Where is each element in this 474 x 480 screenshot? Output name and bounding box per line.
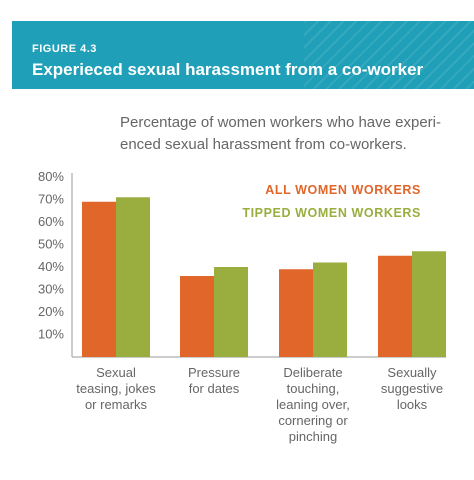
figure-title: Experieced sexual harassment from a co-w… [32,60,424,79]
legend-entry: TIPPED WOMEN WORKERS [242,206,421,220]
y-tick-label: 80% [38,169,64,184]
bar-tipped-women-3 [412,251,446,357]
x-category-label: for dates [189,381,240,396]
x-category-label: Sexually [387,365,437,380]
x-category-label: or remarks [85,397,148,412]
bar-all-women-2 [279,269,313,357]
chart-subtitle-line-2: enced sexual harassment from co-workers. [120,136,407,153]
bar-all-women-1 [180,276,214,357]
y-tick-label: 20% [38,304,64,319]
y-tick-label: 70% [38,192,64,207]
figure-banner: FIGURE 4.3 Experieced sexual harassment … [12,21,474,89]
bar-tipped-women-1 [214,267,248,357]
bar-all-women-0 [82,201,116,357]
x-category-label: touching, [287,381,340,396]
bar-tipped-women-2 [313,262,347,357]
banner-pattern [304,21,474,89]
legend-entry: ALL WOMEN WORKERS [265,183,421,197]
x-category-label: leaning over, [276,397,350,412]
x-category-label: teasing, jokes [76,381,156,396]
bar-all-women-3 [378,255,412,357]
figure-label: FIGURE 4.3 [32,43,97,55]
bar-tipped-women-0 [116,197,150,357]
chart-subtitle: Percentage of women workers who have exp… [120,112,450,156]
x-category-label: pinching [289,429,337,444]
x-category-label: cornering or [278,413,348,428]
x-category-label: Deliberate [283,365,342,380]
y-tick-label: 30% [38,282,64,297]
x-category-label: Pressure [188,365,240,380]
y-tick-label: 50% [38,237,64,252]
x-category-label: suggestive [381,381,443,396]
x-category-label: looks [397,397,428,412]
y-tick-label: 10% [38,327,64,342]
x-category-label: Sexual [96,365,136,380]
y-tick-label: 60% [38,214,64,229]
y-tick-label: 40% [38,259,64,274]
chart-subtitle-line-1: Percentage of women workers who have exp… [120,114,441,131]
